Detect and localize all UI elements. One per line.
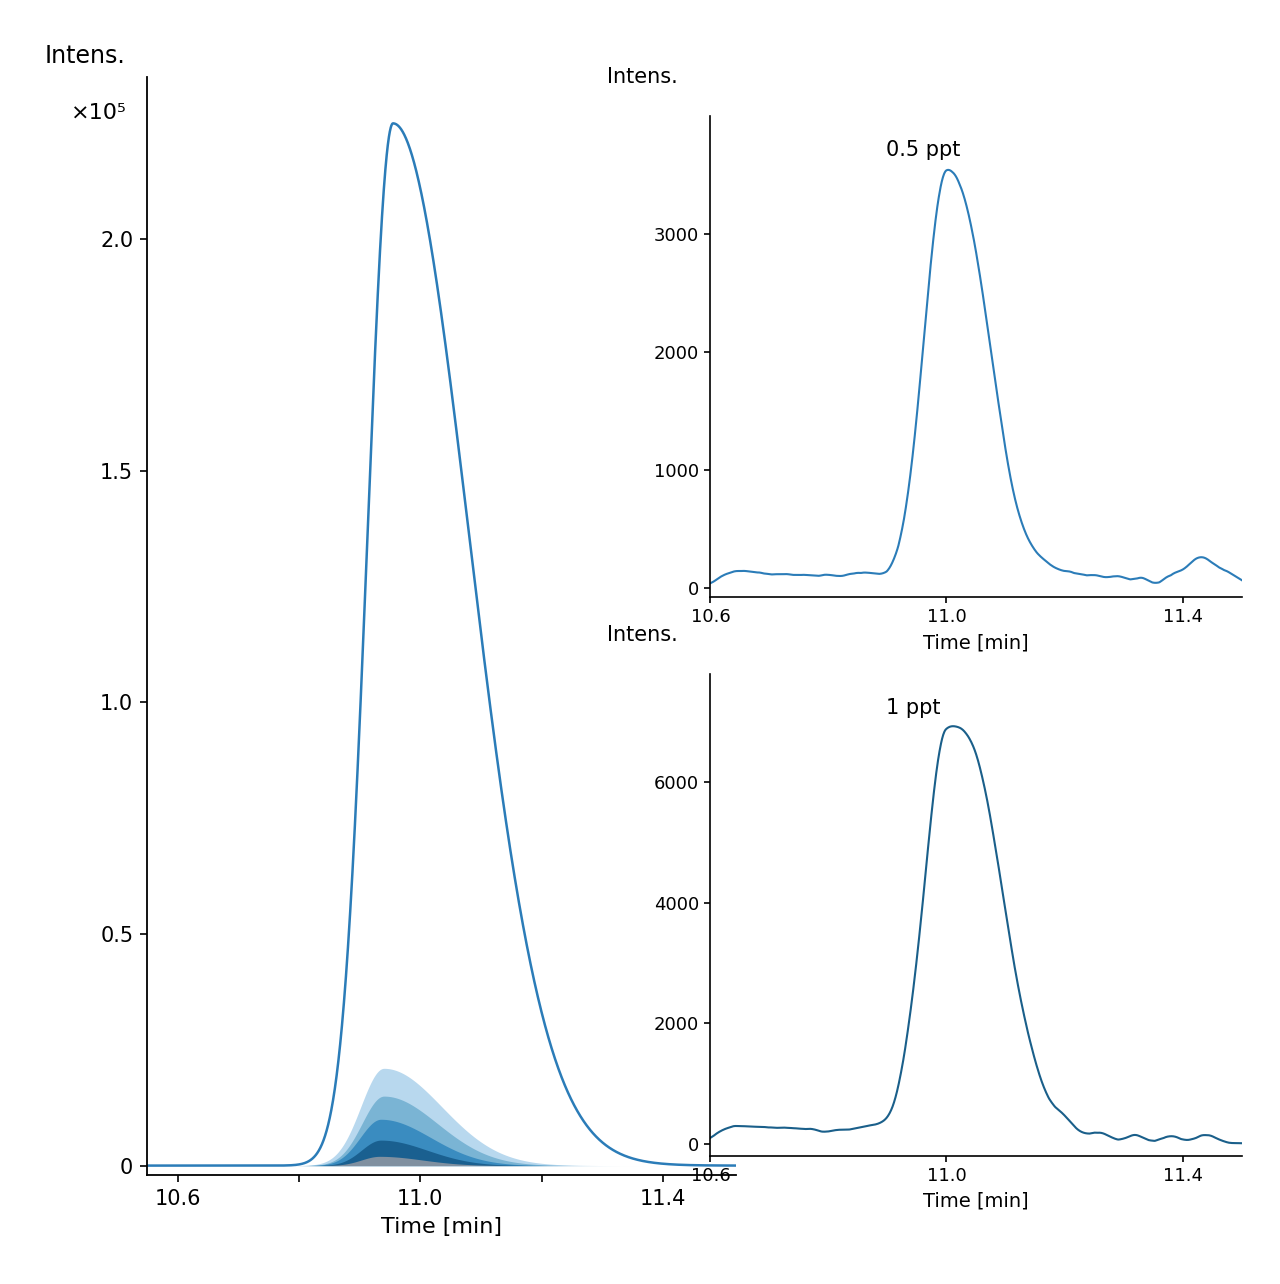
Text: Intens.: Intens. [607, 625, 677, 645]
X-axis label: Time [min]: Time [min] [381, 1217, 502, 1236]
Text: 0.5 ppt: 0.5 ppt [886, 140, 960, 159]
X-axis label: Time [min]: Time [min] [923, 1192, 1029, 1211]
Text: ×10⁵: ×10⁵ [70, 103, 127, 123]
Text: 1 ppt: 1 ppt [886, 698, 941, 718]
Text: Intens.: Intens. [45, 44, 125, 68]
X-axis label: Time [min]: Time [min] [923, 633, 1029, 652]
Text: Intens.: Intens. [607, 67, 677, 86]
